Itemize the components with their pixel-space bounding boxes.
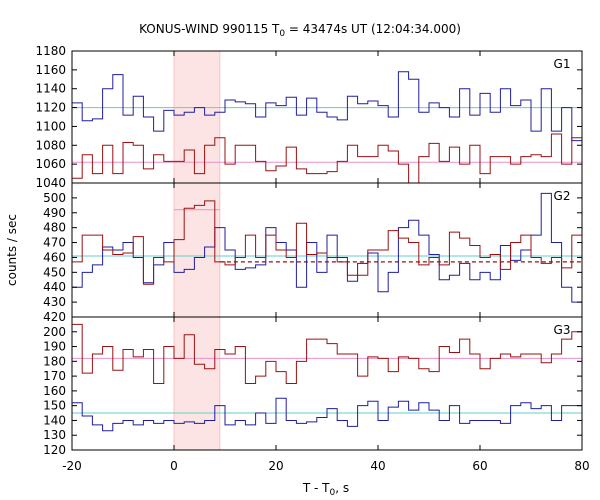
x-tick-label: 60	[472, 459, 487, 473]
histogram-series-layer	[72, 71, 582, 432]
panel-label-g3: G3	[554, 323, 571, 337]
y-tick-label: 1100	[35, 119, 66, 133]
x-tick-label: 20	[268, 459, 283, 473]
chart-title: KONUS-WIND 990115 T0 = 43474s UT (12:04:…	[139, 22, 461, 39]
y-tick-label: 490	[43, 206, 66, 220]
y-tick-label: 150	[43, 399, 66, 413]
x-tick-label: 40	[370, 459, 385, 473]
y-tick-label: 170	[43, 369, 66, 383]
trigger-interval-shade-layer	[173, 51, 221, 450]
y-tick-label: 1180	[35, 44, 66, 58]
y-tick-label: 1160	[35, 63, 66, 77]
y-tick-label: 430	[43, 295, 66, 309]
x-tick-label: -20	[62, 459, 82, 473]
y-tick-label: 470	[43, 236, 66, 250]
x-tick-label: 80	[574, 459, 589, 473]
y-tick-label: 200	[43, 325, 66, 339]
y-tick-label: 440	[43, 280, 66, 294]
y-tick-label: 190	[43, 340, 66, 354]
x-tick-label: 0	[170, 459, 178, 473]
y-axis-label: counts / sec	[5, 214, 19, 286]
y-tick-label: 1140	[35, 82, 66, 96]
y-tick-label: 500	[43, 191, 66, 205]
y-tick-label: 160	[43, 384, 66, 398]
y-tick-label: 1120	[35, 101, 66, 115]
series-g1-red	[72, 133, 582, 184]
x-axis-label: T - T0, s	[302, 481, 349, 498]
series-g2-red	[72, 200, 582, 285]
axis-ticks-layer: 1040 1060 1080 1100 1120 1140 1160 1180 G1 420430…	[35, 44, 589, 473]
series-g2-blue	[72, 192, 582, 303]
series-g3-red	[72, 323, 582, 384]
panel-label-g2: G2	[554, 189, 571, 203]
y-tick-label: 450	[43, 265, 66, 279]
y-tick-label: 480	[43, 221, 66, 235]
y-tick-label: 420	[43, 310, 66, 324]
y-tick-label: 1060	[35, 157, 66, 171]
panel-label-g1: G1	[554, 57, 571, 71]
y-tick-label: 1080	[35, 138, 66, 152]
y-tick-label: 140	[43, 413, 66, 427]
y-tick-label: 120	[43, 443, 66, 457]
panel-frame-g3	[71, 316, 583, 451]
panel-frames-layer	[71, 50, 583, 451]
y-tick-label: 1040	[35, 176, 66, 190]
y-tick-label: 130	[43, 428, 66, 442]
y-tick-label: 180	[43, 354, 66, 368]
series-g1-blue	[72, 71, 582, 142]
trigger-interval-shade	[174, 51, 220, 450]
series-g3-blue	[72, 397, 582, 432]
y-tick-label: 460	[43, 250, 66, 264]
